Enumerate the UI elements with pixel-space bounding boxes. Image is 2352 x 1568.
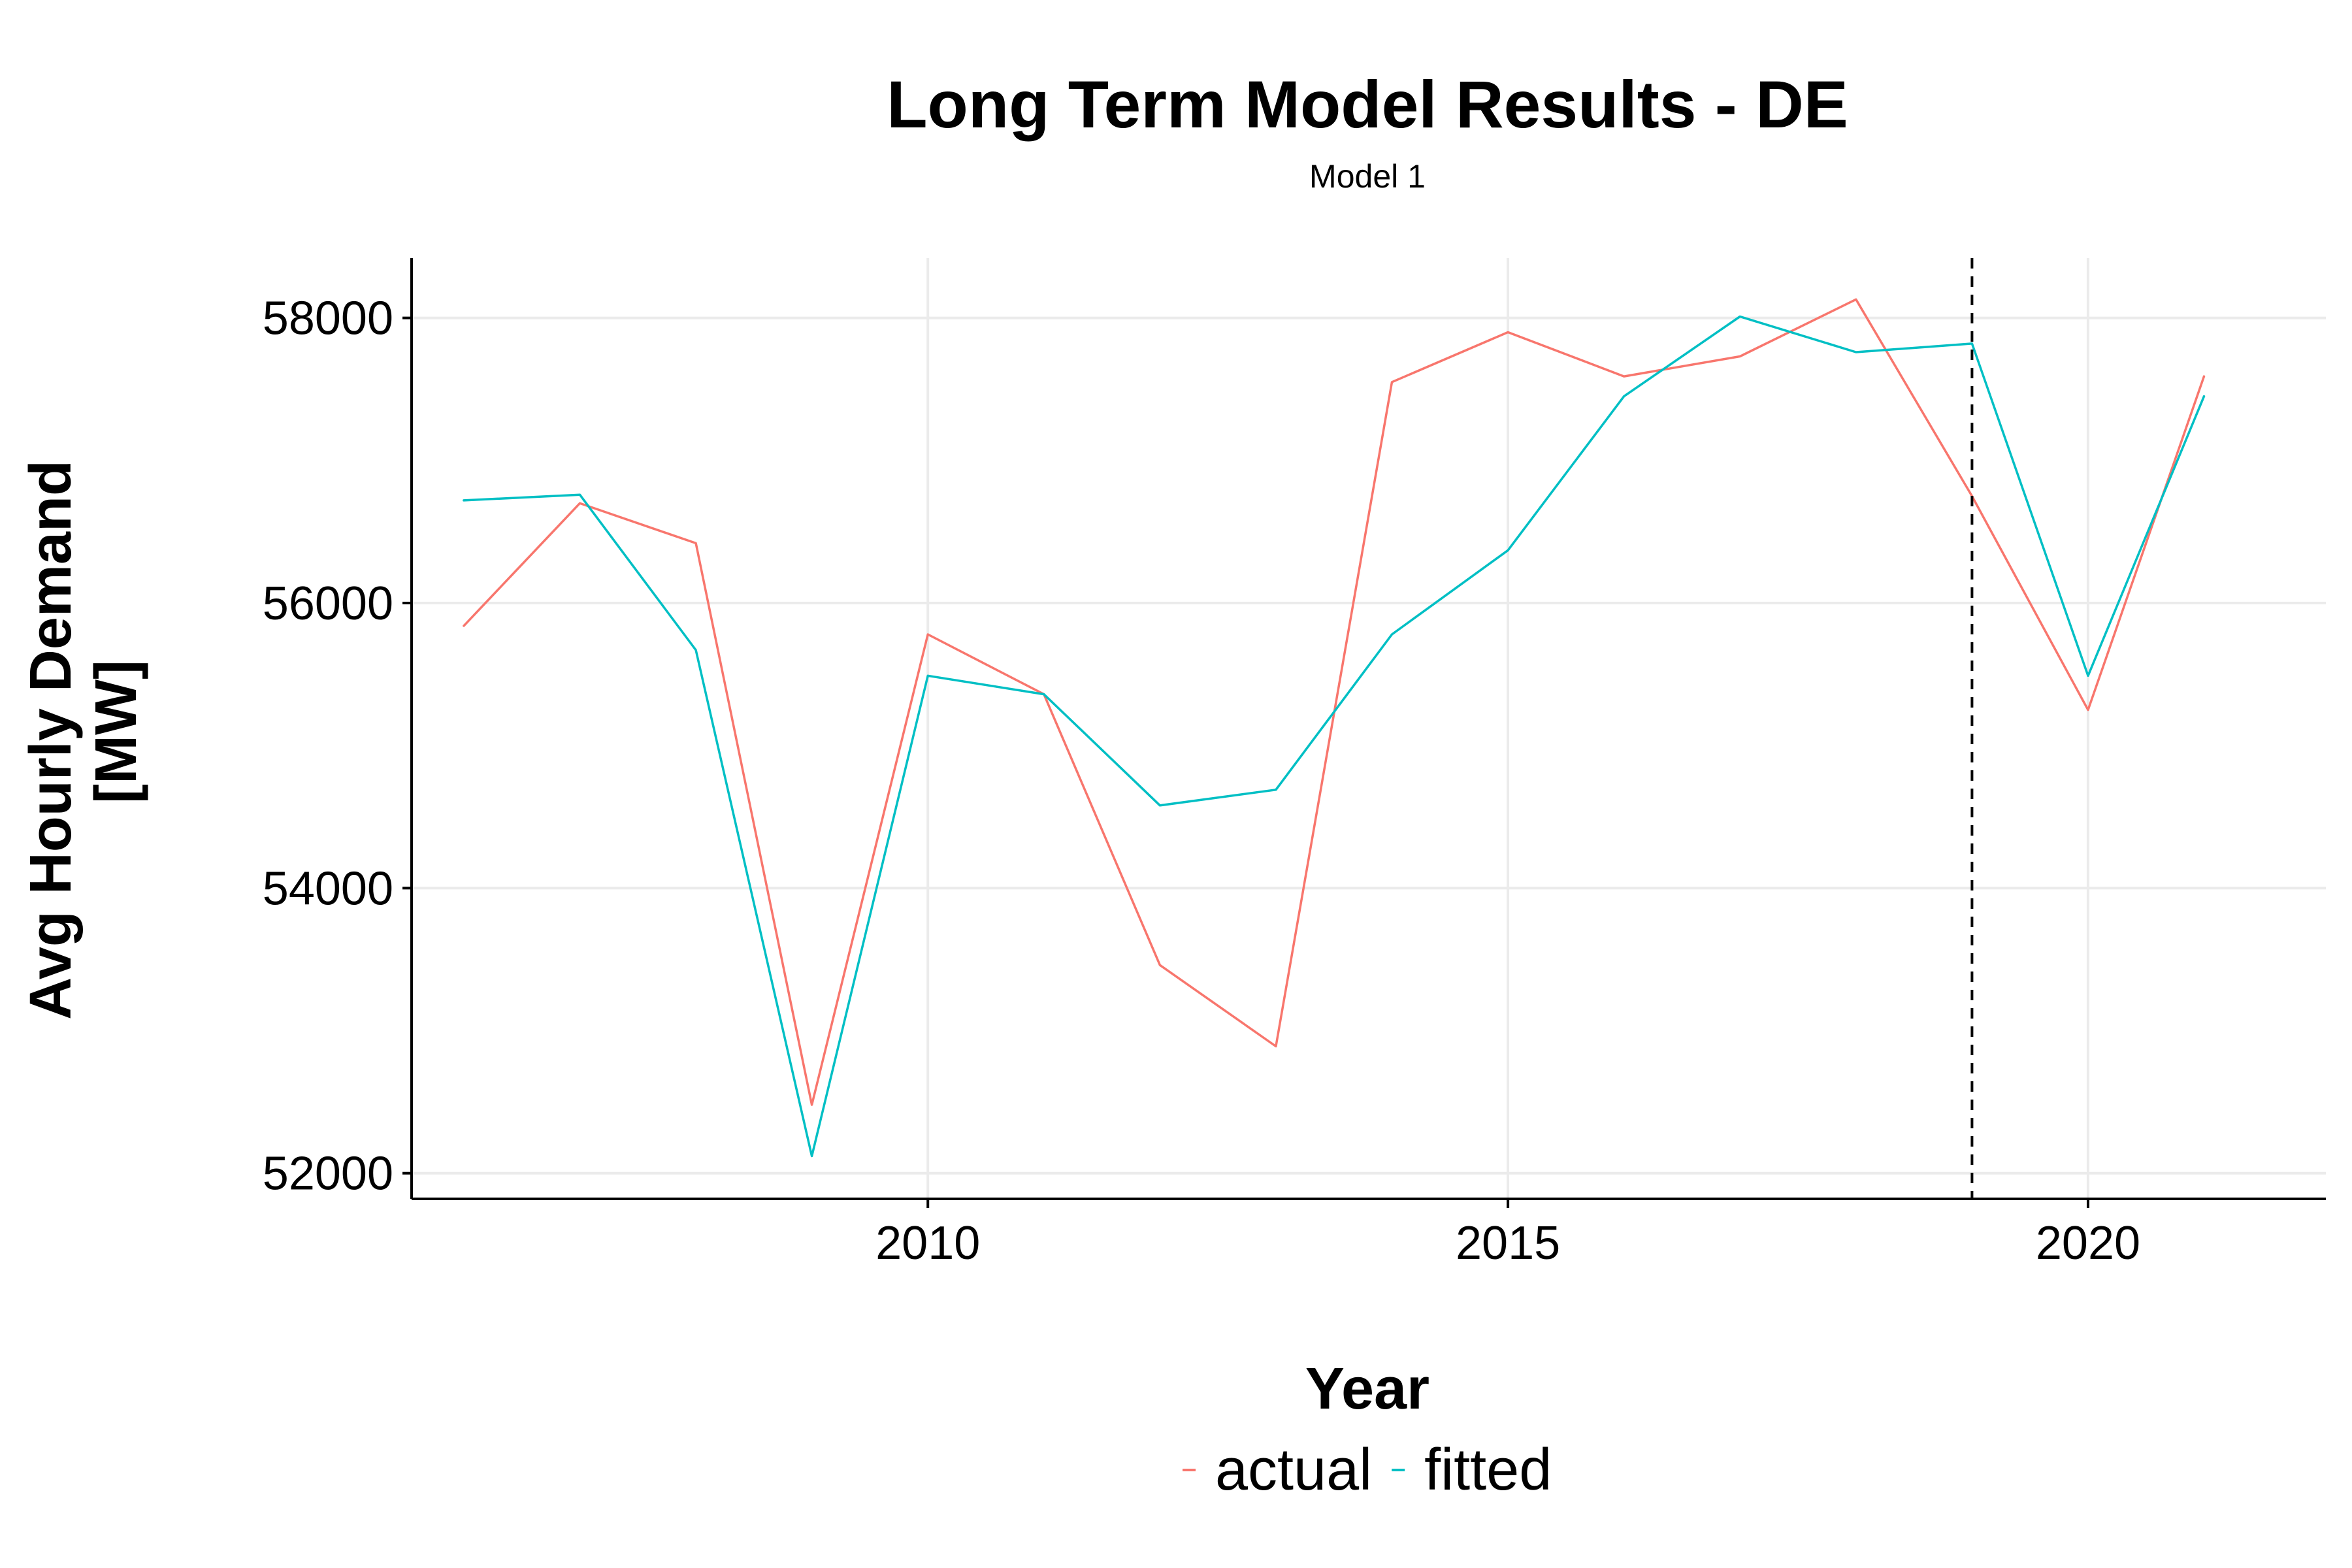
legend-item-actual: actual	[1183, 1437, 1372, 1503]
legend: actual fitted	[1183, 1437, 1552, 1503]
series-line-fitted	[463, 315, 2206, 1158]
legend-label-actual: actual	[1215, 1437, 1372, 1503]
x-axis-title: Year	[1305, 1356, 1429, 1422]
x-tick-label: 2010	[875, 1217, 980, 1269]
y-axis-title-line-1: Avg Hourly Demand	[18, 460, 84, 1020]
x-gridlines	[926, 258, 2089, 1199]
legend-label-fitted: fitted	[1424, 1437, 1552, 1503]
x-axis-ticks: 2010 2015 2020	[875, 1199, 2140, 1269]
y-axis-title-line-2: [MW]	[84, 660, 149, 804]
plot-area: 2010 2015 2020 52000 54000 56000 58000	[263, 258, 2326, 1269]
x-tick-label: 2015	[1456, 1217, 1560, 1269]
series-line-actual	[463, 298, 2206, 1106]
y-tick-label: 52000	[263, 1148, 393, 1200]
x-tick-label: 2020	[2036, 1217, 2140, 1269]
y-axis-ticks: 52000 54000 56000 58000	[263, 293, 412, 1200]
series-lines	[463, 298, 2206, 1158]
y-tick-label: 58000	[263, 293, 393, 345]
y-tick-label: 54000	[263, 862, 393, 915]
y-axis-title: Avg Hourly Demand [MW]	[18, 444, 149, 1020]
legend-item-fitted: fitted	[1392, 1437, 1552, 1503]
y-tick-label: 56000	[263, 578, 393, 630]
y-gridlines	[412, 316, 2326, 1175]
chart-title: Long Term Model Results - DE	[887, 67, 1848, 142]
chart-subtitle: Model 1	[1309, 158, 1426, 195]
